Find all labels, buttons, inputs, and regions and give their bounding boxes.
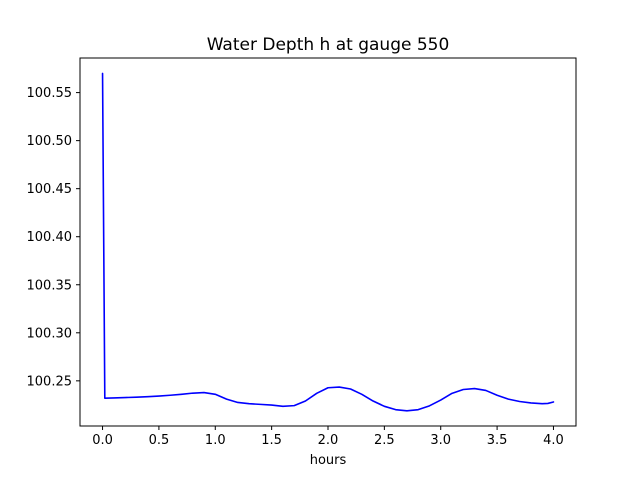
x-tick-label: 3.5 xyxy=(487,433,508,448)
x-axis-label: hours xyxy=(310,453,347,468)
y-tick-label: 100.25 xyxy=(27,374,73,389)
chart-title: Water Depth h at gauge 550 xyxy=(207,35,450,55)
x-tick-label: 2.0 xyxy=(318,433,339,448)
y-tick-label: 100.50 xyxy=(27,134,73,149)
x-tick-label: 1.0 xyxy=(205,433,226,448)
y-tick-label: 100.40 xyxy=(27,230,73,245)
y-tick-label: 100.30 xyxy=(27,326,73,341)
y-tick-label: 100.35 xyxy=(27,278,73,293)
x-tick-label: 0.0 xyxy=(92,433,113,448)
plot-border xyxy=(79,57,577,427)
x-tick-label: 3.0 xyxy=(430,433,451,448)
x-tick-label: 0.5 xyxy=(149,433,170,448)
y-tick-label: 100.45 xyxy=(27,182,73,197)
x-tick-label: 1.5 xyxy=(261,433,282,448)
x-tick-label: 2.5 xyxy=(374,433,395,448)
y-tick-label: 100.55 xyxy=(27,86,73,101)
x-tick-label: 4.0 xyxy=(543,433,564,448)
series-line-h xyxy=(101,72,555,412)
